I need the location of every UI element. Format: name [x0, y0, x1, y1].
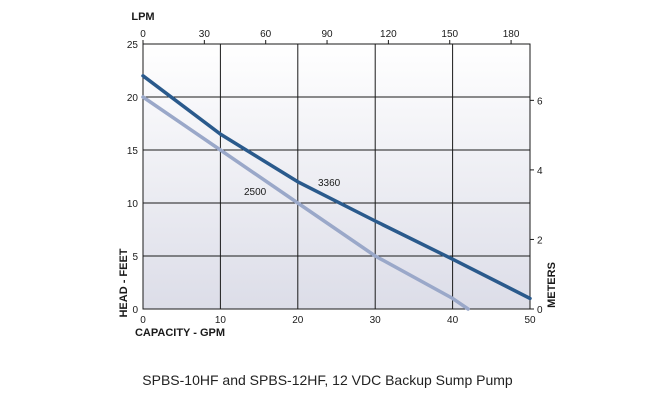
x2-tick-label: 150 [441, 29, 458, 40]
series-line-3360 [141, 74, 532, 301]
y-tick-label: 25 [127, 40, 139, 51]
y2-tick-label: 6 [537, 96, 543, 107]
x-tick-label: 10 [215, 315, 227, 326]
y2-axis-title: METERS [546, 262, 558, 308]
x-tick-label: 0 [140, 315, 146, 326]
grid [142, 43, 531, 310]
plot-frame [142, 43, 531, 310]
x-tick-label: 50 [524, 315, 536, 326]
x-tick-label: 40 [447, 315, 459, 326]
x-axis-title: CAPACITY - GPM [135, 327, 225, 339]
y-tick-label: 10 [127, 199, 139, 210]
x2-tick-label: 180 [503, 29, 520, 40]
y-tick-label: 15 [127, 146, 139, 157]
x2-tick-label: 90 [321, 29, 333, 40]
y-tick-label: 0 [132, 305, 138, 316]
x-tick-label: 20 [292, 315, 304, 326]
x-tick-label: 30 [370, 315, 382, 326]
y2-tick-label: 2 [537, 235, 543, 246]
y-tick-label: 5 [132, 252, 138, 263]
y-axis-title: HEAD - FEET [118, 248, 130, 317]
x2-axis-title: LPM [131, 11, 154, 23]
y2-tick-label: 4 [537, 166, 543, 177]
x2-tick-label: 0 [140, 29, 146, 40]
y-tick-label: 20 [127, 93, 139, 104]
x2-tick-label: 60 [260, 29, 272, 40]
series-label-2500: 2500 [244, 187, 267, 198]
series-lines [141, 74, 532, 311]
series-label-3360: 3360 [318, 178, 341, 189]
series-line-2500 [141, 95, 470, 311]
y2-tick-label: 0 [537, 305, 543, 316]
chart-caption: SPBS-10HF and SPBS-12HF, 12 VDC Backup S… [142, 372, 513, 388]
x2-tick-label: 120 [380, 29, 397, 40]
x2-tick-label: 30 [199, 29, 211, 40]
